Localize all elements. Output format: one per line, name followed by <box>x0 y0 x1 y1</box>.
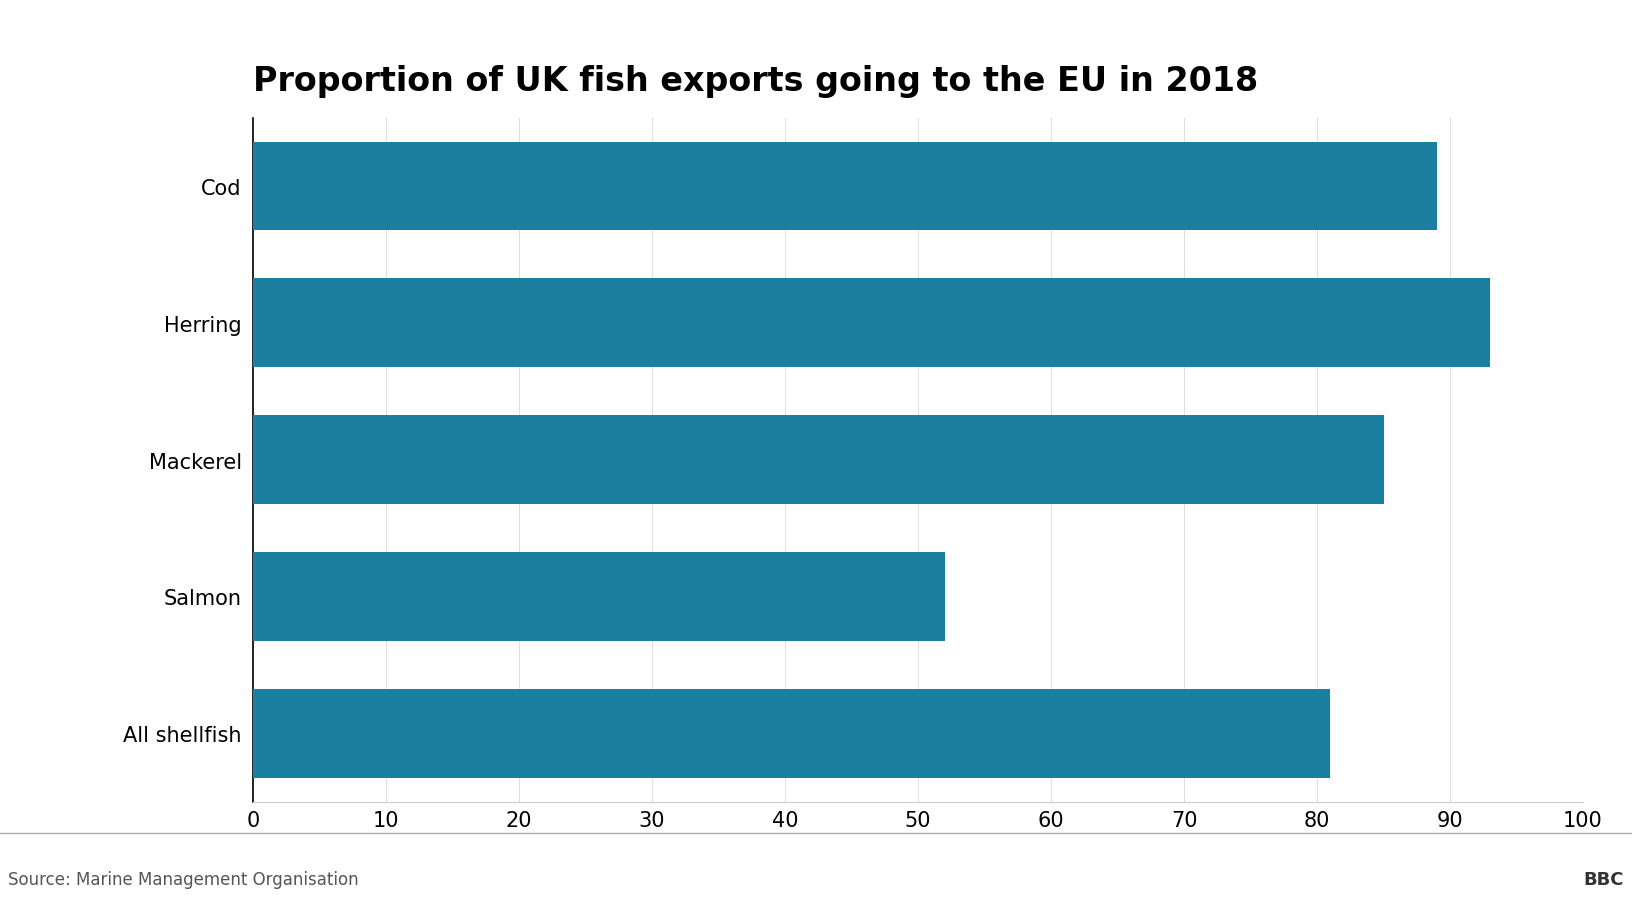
Text: BBC: BBC <box>1583 870 1624 888</box>
Bar <box>253 279 1490 368</box>
Text: Source: Marine Management Organisation: Source: Marine Management Organisation <box>8 870 359 888</box>
Bar <box>253 689 1330 778</box>
Bar <box>253 142 1436 231</box>
Text: Proportion of UK fish exports going to the EU in 2018: Proportion of UK fish exports going to t… <box>253 65 1258 97</box>
Bar <box>253 552 945 641</box>
Bar <box>253 415 1384 505</box>
